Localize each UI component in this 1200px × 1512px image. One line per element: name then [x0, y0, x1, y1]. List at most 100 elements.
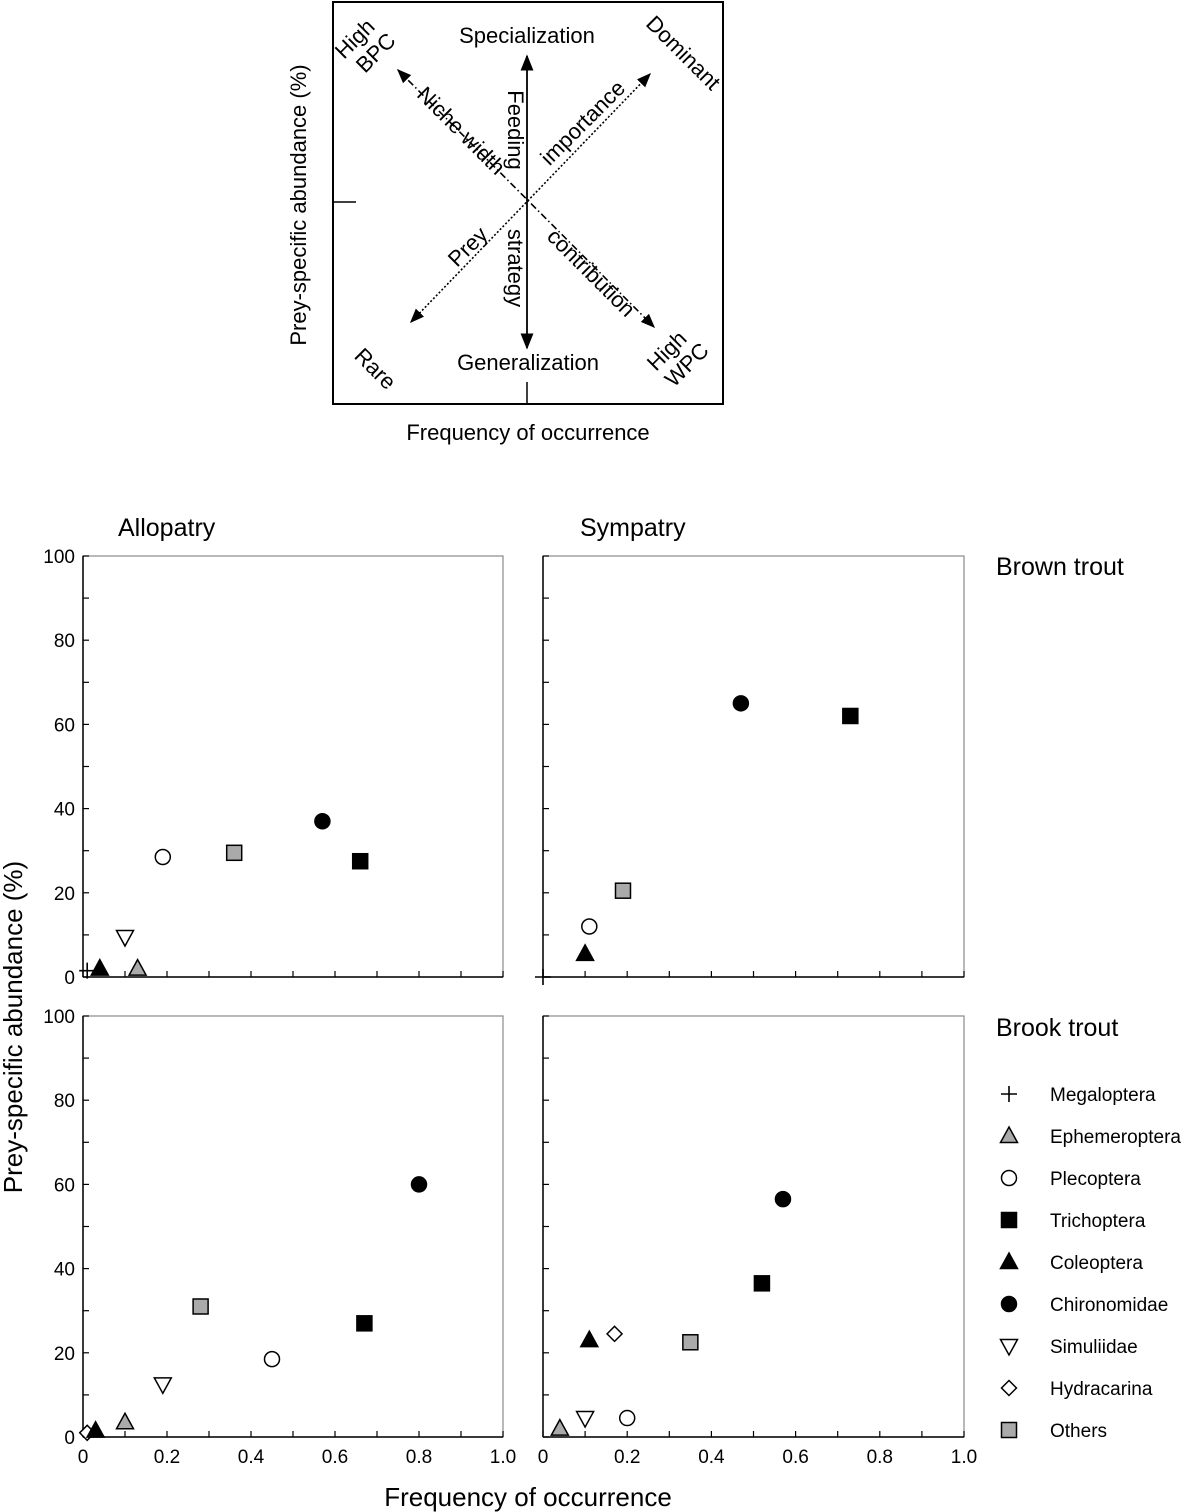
legend-label: Megaloptera [1050, 1085, 1156, 1106]
x-tick-label: 0.6 [322, 1447, 348, 1468]
column-title-allopatry: Allopatry [118, 514, 216, 542]
point-plecoptera [618, 1409, 636, 1427]
row-title-brown-trout: Brown trout [996, 553, 1124, 581]
legend-label: Coleoptera [1050, 1253, 1143, 1274]
legend-item-coleoptera: Coleoptera [999, 1251, 1143, 1274]
legend-marker-simuliidae [999, 1338, 1019, 1357]
schematic: Prey-specific abundance (%) Frequency of… [286, 1, 725, 445]
point-megaloptera [79, 962, 96, 979]
x-tick-label: 0 [538, 1447, 549, 1468]
x-tick-label: 0.8 [406, 1447, 432, 1468]
x-tick-label: 0 [78, 1447, 89, 1468]
legend: Megaloptera Ephemeroptera Plecoptera Tricho… [999, 1085, 1181, 1442]
legend-marker-plecoptera [1000, 1169, 1018, 1187]
y-tick-label: 20 [54, 884, 75, 905]
label-specialization: Specialization [459, 23, 595, 48]
label-dominant: Dominant [641, 11, 725, 95]
legend-item-hydracarina: Hydracarina [1000, 1379, 1153, 1400]
x-tick-label: 0.2 [614, 1447, 640, 1468]
y-tick-label: 40 [54, 800, 75, 821]
label-strategy: strategy [503, 229, 528, 307]
y-tick-label: 0 [64, 968, 75, 989]
label-prey: Prey [443, 222, 493, 272]
column-title-sympatry: Sympatry [580, 514, 686, 542]
x-tick-label: 0.8 [867, 1447, 893, 1468]
legend-marker-trichoptera [1000, 1211, 1018, 1229]
legend-label: Chironomidae [1050, 1295, 1168, 1316]
legend-marker-ephemeroptera [999, 1125, 1019, 1144]
point-coleoptera [575, 943, 595, 962]
diagonal-arrow-rare-dominant [410, 72, 651, 324]
y-tick-label: 60 [54, 1175, 75, 1196]
plot-frame [542, 555, 965, 978]
legend-marker-chironomidae [1000, 1295, 1018, 1313]
legend-marker-coleoptera [999, 1251, 1019, 1270]
legend-item-megaloptera: Megaloptera [1001, 1085, 1156, 1106]
legend-marker-megaloptera [1001, 1086, 1017, 1102]
x-tick-label: 0.4 [238, 1447, 265, 1468]
scatter-panels: 0 20 40 60 80 100 0 20 40 60 80 100 0 0.2 0.4 0.6 0.8 1.0… [43, 547, 977, 1468]
legend-item-plecoptera: Plecoptera [1000, 1169, 1141, 1190]
x-tick-label: 0.6 [782, 1447, 808, 1468]
point-megaloptera [535, 969, 551, 985]
point-simuliidae [115, 929, 135, 948]
panel-brook-sympatry: 0 0.2 0.4 0.6 0.8 1.0 [538, 1015, 977, 1468]
y-tick-label: 100 [43, 547, 75, 568]
legend-marker-others [1000, 1421, 1018, 1439]
point-simuliidae [575, 1410, 595, 1429]
panel-brook-allopatry: 0 20 40 60 80 100 0 0.2 0.4 0.6 0.8 1.0 [43, 1007, 516, 1468]
label-importance: importance [535, 75, 630, 170]
legend-label: Hydracarina [1050, 1379, 1153, 1400]
x-axis-label: Frequency of occurrence [384, 1482, 672, 1512]
y-tick-label: 0 [64, 1428, 75, 1449]
y-tick-label: 80 [54, 1091, 75, 1112]
legend-item-trichoptera: Trichoptera [1000, 1211, 1146, 1232]
point-trichoptera [842, 707, 859, 725]
legend-item-ephemeroptera: Ephemeroptera [999, 1125, 1181, 1148]
point-plecoptera [581, 918, 598, 935]
point-ephemeroptera [127, 958, 148, 976]
point-others [225, 844, 243, 862]
point-chironomidae [314, 812, 331, 830]
point-simuliidae [153, 1377, 173, 1395]
row-title-brook-trout: Brook trout [996, 1014, 1118, 1042]
y-tick-label: 80 [54, 631, 75, 652]
point-others [192, 1298, 209, 1315]
point-hydracarina [606, 1325, 624, 1343]
y-axis-label: Prey-specific abundance (%) [0, 861, 28, 1193]
legend-item-others: Others [1000, 1421, 1107, 1442]
schematic-ylabel: Prey-specific abundance (%) [286, 64, 311, 345]
legend-marker-hydracarina [1000, 1379, 1018, 1397]
label-niche-width: Niche width [412, 82, 510, 180]
plot-frame [542, 1015, 965, 1438]
point-chironomidae [410, 1176, 428, 1193]
legend-label: Others [1050, 1421, 1107, 1442]
label-generalization: Generalization [457, 350, 599, 375]
panel-brown-allopatry: 0 20 40 60 80 100 [43, 547, 504, 989]
point-trichoptera [753, 1275, 771, 1292]
label-rare: Rare [350, 343, 401, 394]
point-others [682, 1334, 699, 1351]
x-tick-label: 1.0 [490, 1447, 516, 1468]
point-coleoptera [85, 1420, 106, 1438]
panel-brown-sympatry [535, 555, 965, 985]
legend-label: Ephemeroptera [1050, 1127, 1181, 1148]
legend-item-chironomidae: Chironomidae [1000, 1295, 1168, 1316]
y-tick-label: 100 [43, 1007, 75, 1028]
point-chironomidae [774, 1190, 792, 1208]
point-others [614, 882, 632, 899]
x-tick-label: 0.4 [698, 1447, 725, 1468]
legend-label: Plecoptera [1050, 1169, 1141, 1190]
schematic-frame [332, 1, 724, 405]
legend-label: Trichoptera [1050, 1211, 1146, 1232]
y-tick-label: 60 [54, 715, 75, 736]
point-ephemeroptera [115, 1411, 135, 1430]
label-contribution: contribution [542, 224, 640, 322]
point-trichoptera [351, 852, 369, 870]
plot-frame [82, 555, 504, 978]
label-feeding: Feeding [503, 90, 528, 170]
point-plecoptera [154, 848, 172, 866]
point-coleoptera [579, 1329, 600, 1348]
y-tick-label: 20 [54, 1344, 75, 1365]
